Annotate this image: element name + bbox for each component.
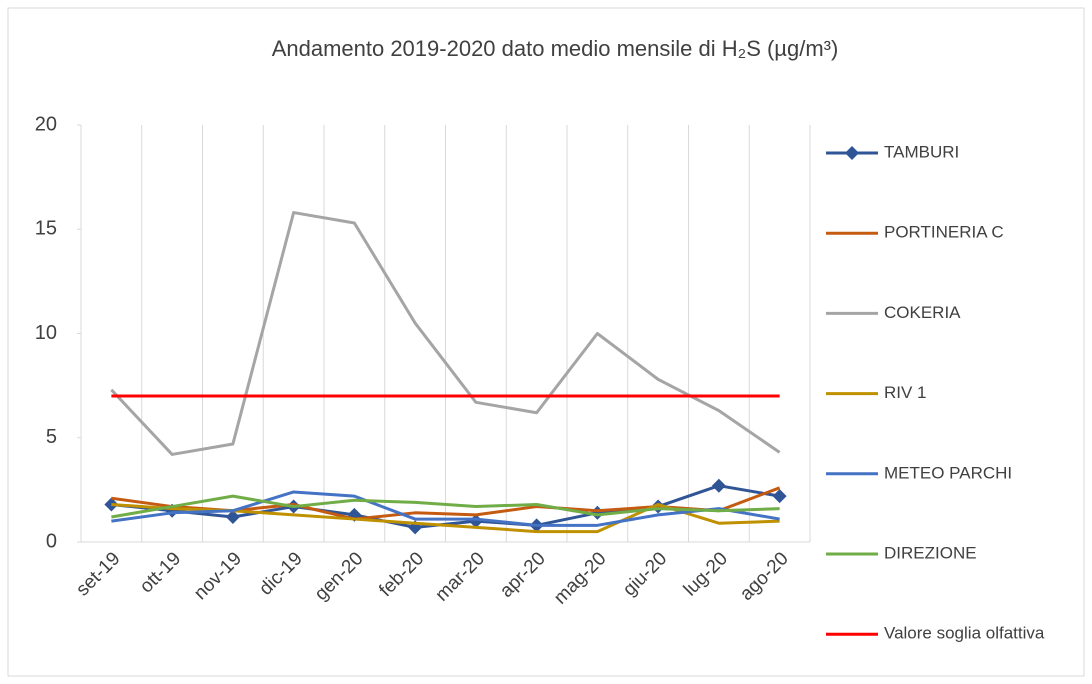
- chart-border: [7, 7, 1085, 677]
- legend-label: METEO PARCHI: [884, 463, 1012, 482]
- legend-label: TAMBURI: [884, 142, 959, 161]
- y-tick-label: 0: [46, 530, 57, 552]
- legend-label: Valore soglia olfattiva: [884, 624, 1045, 643]
- series-line: [111, 494, 780, 519]
- series-marker: [772, 489, 787, 504]
- y-tick-label: 10: [35, 322, 57, 344]
- series-line: [111, 490, 780, 527]
- legend-label: COKERIA: [884, 303, 961, 322]
- y-tick-label: 5: [46, 426, 57, 448]
- legend-marker: [845, 146, 859, 160]
- y-tick-label: 15: [35, 218, 57, 240]
- y-tick-label: 20: [35, 113, 57, 135]
- legend-label: DIREZIONE: [884, 543, 977, 562]
- series-marker: [225, 509, 240, 524]
- chart-title: Andamento 2019-2020 dato medio mensile d…: [272, 36, 839, 61]
- series-marker: [711, 478, 726, 493]
- legend-label: PORTINERIA C: [884, 223, 1004, 242]
- series-line: [110, 211, 781, 456]
- legend-label: RIV 1: [884, 383, 927, 402]
